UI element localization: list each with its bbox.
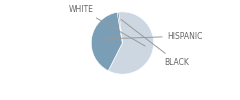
Text: BLACK: BLACK (121, 19, 189, 67)
Text: HISPANIC: HISPANIC (100, 32, 203, 41)
Wedge shape (117, 12, 122, 43)
Wedge shape (91, 12, 122, 71)
Text: WHITE: WHITE (69, 5, 145, 46)
Wedge shape (108, 12, 154, 74)
